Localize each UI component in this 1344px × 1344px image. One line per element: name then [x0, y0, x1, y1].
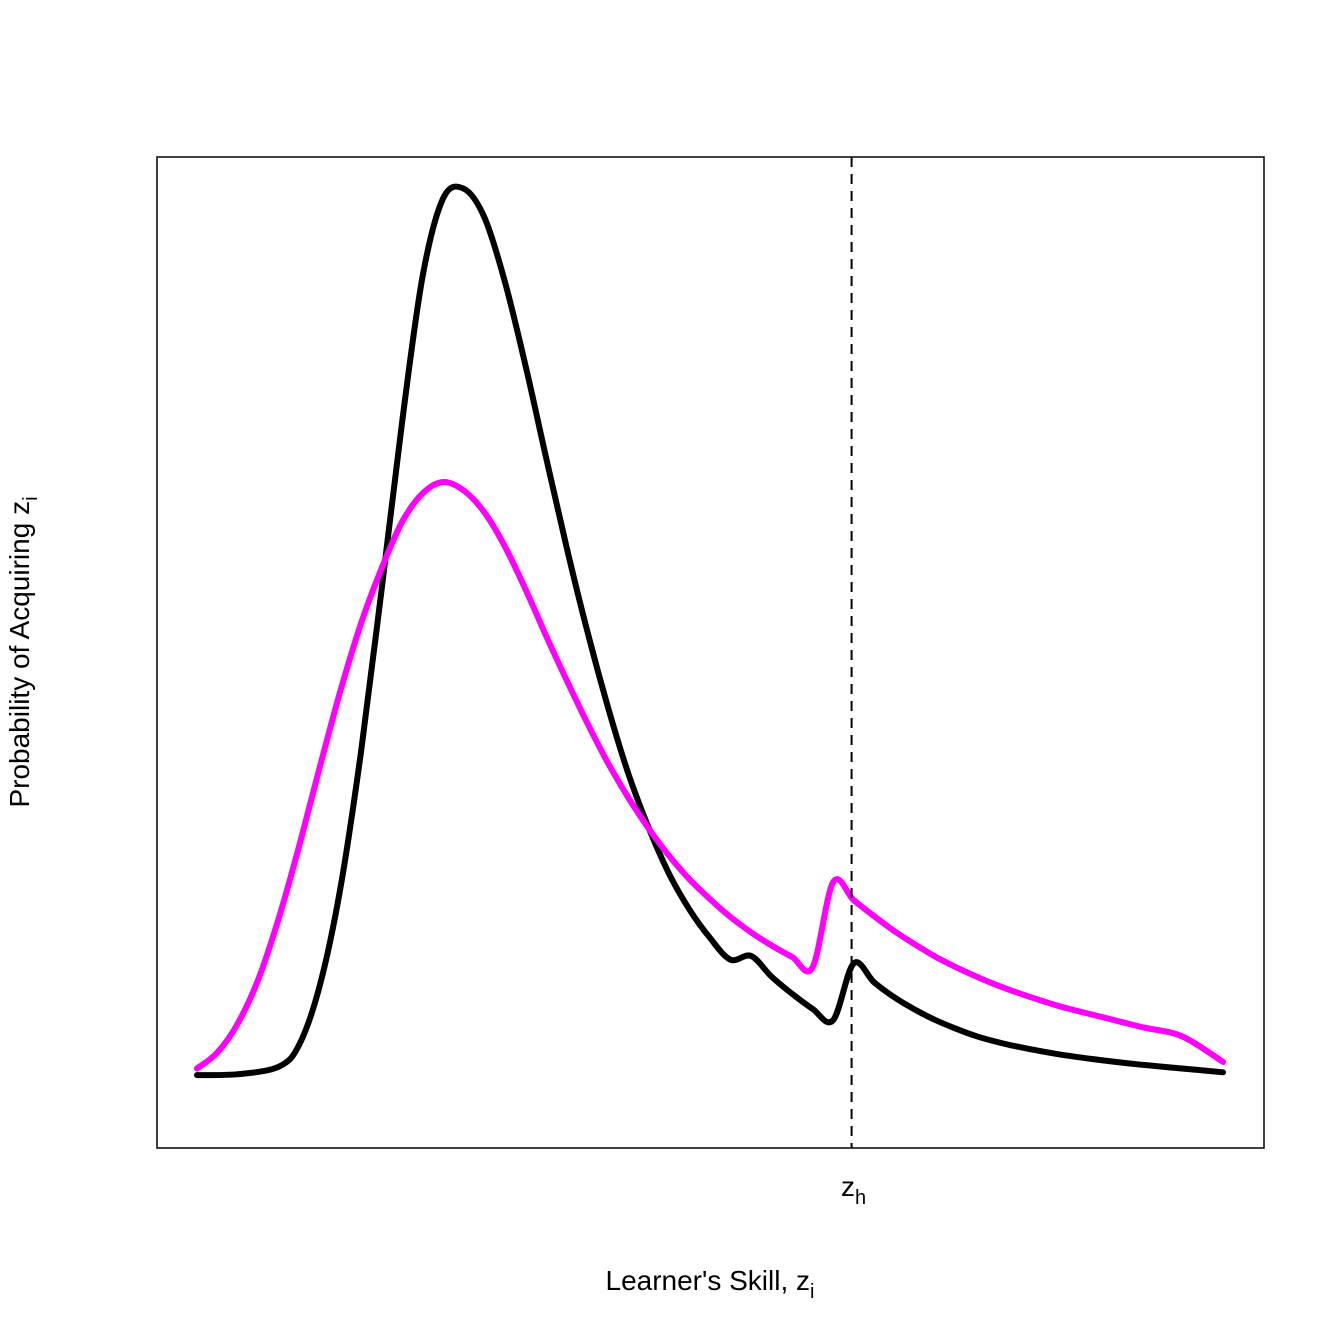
y-axis-label: Probability of Acquiring zi — [4, 496, 42, 807]
reference-line-label: zh — [841, 1171, 866, 1209]
series-line-1 — [194, 183, 1226, 1079]
series-layer — [194, 183, 1226, 1079]
plot-frame — [156, 156, 1265, 1149]
x-axis-label: Learner's Skill, zi — [606, 1265, 815, 1303]
series-line-2 — [194, 478, 1226, 1072]
